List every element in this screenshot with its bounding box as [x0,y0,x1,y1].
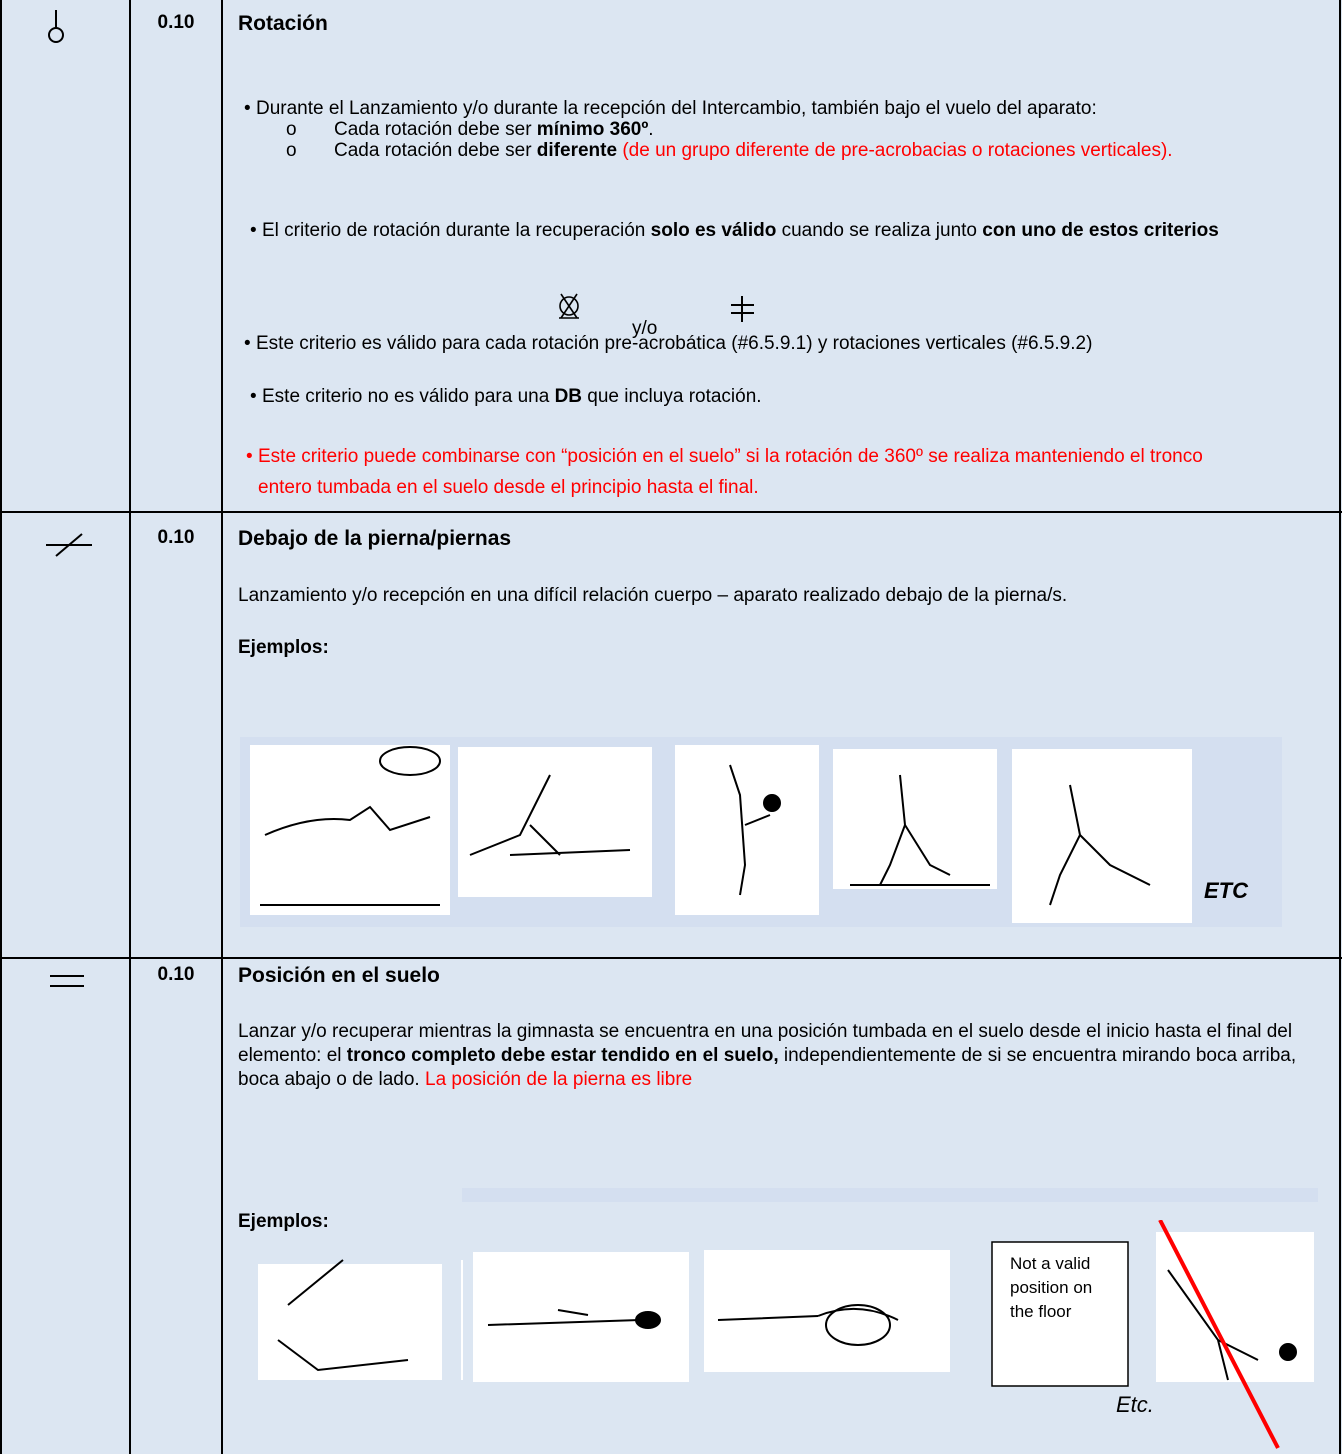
border [0,511,1342,513]
text: cuando se realiza junto [776,220,983,241]
sub-bullet: Cada rotación debe ser mínimo 360º. [286,119,1294,140]
border [0,0,2,1454]
title: Debajo de la pierna/piernas [238,527,512,550]
border [129,0,131,1454]
value: 0.10 [157,527,195,548]
sub-bullet: Cada rotación debe ser diferente (de un … [286,140,1294,161]
illustrations [258,1220,1314,1449]
text: Lanzar y/o recuperar mientras la gimnast… [238,1020,1323,1092]
text: independientemente de si se encuentra mi… [238,1045,1297,1090]
title: Rotación [238,12,328,35]
examples-label: Ejemplos: [238,637,329,658]
bullet: Este criterio es válido para cada rotaci… [244,332,1331,356]
value: 0.10 [157,964,195,985]
symbol-criterion [731,296,754,322]
text: (de un grupo diferente de pre-acrobacias… [617,140,1173,161]
text: Lanzamiento y/o recepción en una difícil… [238,585,1068,606]
bullet: El criterio de rotación durante la recup… [250,215,1322,247]
bullet: Este criterio puede combinarse con “posi… [246,441,1218,503]
symbol-rotation [48,10,64,43]
symbol-under-leg [46,533,92,557]
etc-label: ETC [1204,878,1248,903]
bullet: Durante el Lanzamiento y/o durante la re… [244,97,1326,121]
title: Posición en el suelo [238,964,440,987]
text: Este criterio no es válido para una [262,386,555,407]
text: tronco completo debe estar tendido en el… [346,1045,779,1066]
note: Not a valid position on the floor [1010,1254,1093,1321]
border [221,0,223,1454]
text: . [648,119,654,140]
illustrations [250,745,1192,923]
text: solo es válido [650,220,777,241]
bullet: Este criterio no es válido para una DB q… [250,385,1342,409]
symbol-floor [50,975,84,987]
text: diferente [536,140,618,161]
text: que incluya rotación. [582,386,762,407]
text: La posición de la pierna es libre [425,1069,693,1090]
etc-label: Etc. [1116,1392,1154,1417]
image-strip [462,1188,1318,1202]
examples-label: Ejemplos: [238,1211,329,1232]
text: Cada rotación debe ser [334,119,537,140]
border [0,957,1342,959]
value: 0.10 [157,12,195,33]
text: DB [554,386,583,407]
text: Cada rotación debe ser [334,140,537,161]
border [1339,0,1341,1454]
symbol-criterion [559,293,579,319]
text: El criterio de rotación durante la recup… [262,220,651,241]
text: con uno de estos criterios [982,220,1219,241]
text: mínimo 360º [536,119,649,140]
text: Lanzar y/o recuperar mientras la gimnast… [238,1021,1293,1066]
